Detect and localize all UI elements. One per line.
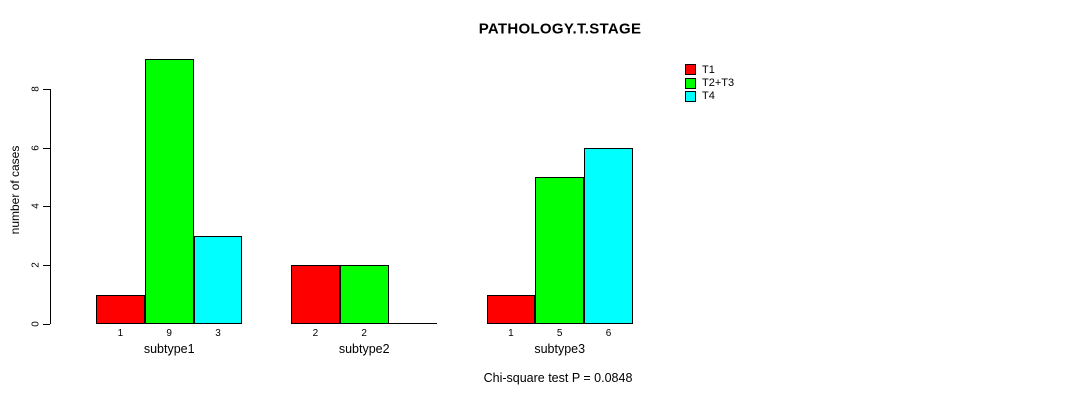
y-axis-line (50, 88, 51, 324)
bar-value-label: 2 (312, 328, 319, 339)
bar-t4-subtype3 (584, 147, 633, 324)
bar-value-label: 3 (215, 328, 221, 339)
bar-value-label: 9 (166, 328, 172, 339)
legend-item: T2+T3 (685, 76, 734, 89)
bar-t1-subtype2 (291, 265, 340, 324)
zero-height-bar-subtype2 (388, 323, 438, 324)
category-label-subtype3: subtype3 (534, 342, 586, 356)
legend-item-label: T4 (702, 90, 715, 103)
bar-t2-t3-subtype3 (535, 177, 585, 324)
category-label-subtype2: subtype2 (338, 342, 390, 356)
y-tick-label: 8 (30, 86, 42, 92)
bar-value-label: 1 (117, 328, 124, 339)
bar-value-label: 2 (361, 328, 367, 339)
bar-value-label: 6 (605, 328, 612, 339)
y-tick-label: 6 (30, 144, 42, 151)
y-axis-tick (43, 265, 50, 266)
legend-item: T1 (685, 63, 734, 76)
legend: T1 T2+T3 T4 (685, 63, 734, 103)
chart-title: PATHOLOGY.T.STAGE (478, 20, 642, 38)
bar-t2-t3-subtype1 (144, 59, 194, 324)
y-tick-label: 4 (30, 203, 42, 210)
bar-t4-subtype1 (193, 235, 243, 324)
legend-color-swatch (685, 77, 696, 89)
bar-value-label: 5 (556, 328, 563, 339)
legend-color-swatch (685, 64, 696, 76)
legend-item-label: T2+T3 (702, 77, 735, 90)
category-label-subtype1: subtype1 (143, 342, 195, 356)
bar-t2-t3-subtype2 (339, 265, 389, 324)
legend-color-swatch (685, 90, 696, 102)
y-axis-tick (43, 206, 50, 207)
bar-t1-subtype3 (486, 294, 536, 324)
chi-square-annotation: Chi-square test P = 0.0848 (483, 371, 633, 385)
legend-item: T4 (685, 90, 734, 103)
bar-value-label: 1 (508, 328, 514, 339)
y-tick-label: 0 (30, 321, 42, 327)
y-tick-label: 2 (30, 262, 42, 268)
y-axis-tick (43, 89, 50, 90)
legend-item-label: T1 (702, 63, 715, 76)
y-axis-tick (43, 324, 50, 325)
bar-t1-subtype1 (96, 294, 145, 324)
y-axis-tick (43, 148, 50, 149)
